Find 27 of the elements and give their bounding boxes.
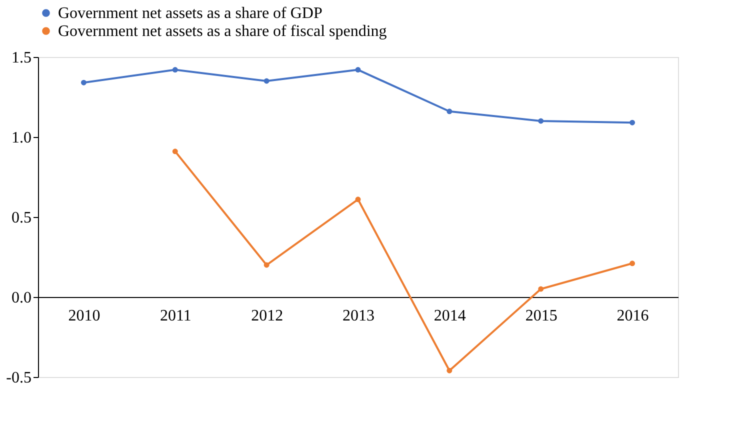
x-tick-label: 2012 [251, 308, 284, 324]
x-tick-label: 2016 [616, 308, 649, 324]
point [172, 67, 178, 73]
y-tick-label: 0.0 [12, 290, 32, 306]
x-tick-label: 2013 [342, 308, 374, 324]
x-tick-label: 2014 [434, 308, 466, 324]
point [264, 78, 270, 84]
x-tick-label: 2015 [525, 308, 558, 324]
point [630, 260, 636, 266]
point [172, 148, 178, 154]
y-tick-label: -0.5 [6, 370, 32, 386]
y-tick-label: 1.0 [12, 130, 32, 146]
y-tick-label: 0.5 [12, 210, 32, 226]
y-tick-label: 1.5 [12, 50, 32, 66]
point [80, 80, 86, 86]
legend-label: Government net assets as a share of GDP [58, 5, 322, 22]
legend-label: Government net assets as a share of fiscal spending [58, 23, 387, 40]
point [355, 67, 361, 73]
point [538, 286, 544, 292]
point [630, 120, 636, 126]
x-tick-label: 2010 [68, 308, 100, 324]
point [538, 118, 544, 124]
point [446, 108, 452, 114]
point [446, 368, 452, 374]
point [355, 196, 361, 202]
point [264, 262, 270, 268]
x-tick-label: 2011 [160, 308, 192, 324]
